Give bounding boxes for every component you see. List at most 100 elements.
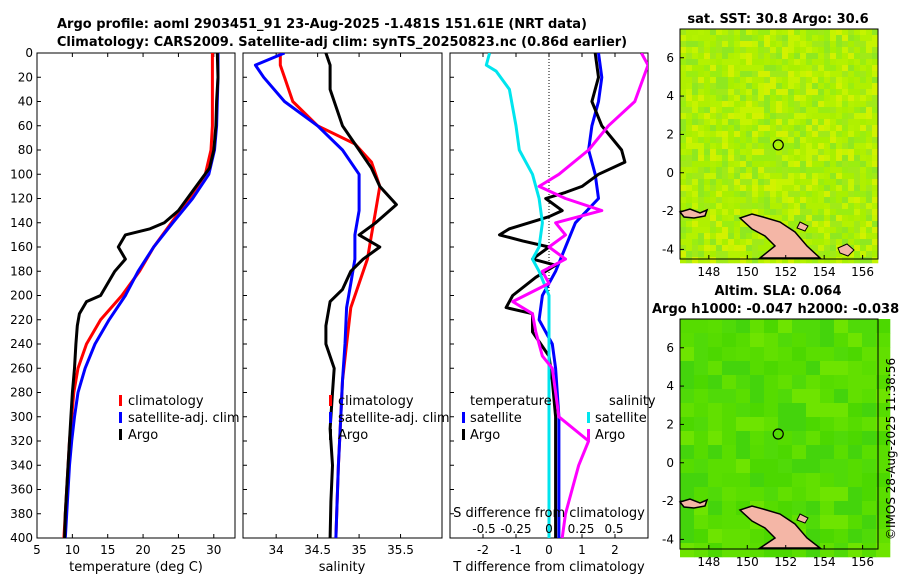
heatmap-cell (848, 543, 863, 558)
heatmap-cell (740, 191, 747, 198)
heatmap-cell (872, 35, 879, 42)
heatmap-cell (746, 125, 753, 132)
heatmap-cell (854, 149, 861, 156)
heatmap-cell (854, 173, 861, 180)
heatmap-cell (800, 197, 807, 204)
heatmap-cell (740, 167, 747, 174)
heatmap-cell (836, 227, 843, 234)
heatmap-cell (800, 131, 807, 138)
heatmap-cell (806, 319, 821, 334)
heatmap-cell (708, 543, 723, 558)
heatmap-cell (746, 65, 753, 72)
heatmap-cell (830, 101, 837, 108)
heatmap-cell (842, 173, 849, 180)
heatmap-cell (866, 41, 873, 48)
heatmap-cell (698, 221, 705, 228)
heatmap-cell (704, 89, 711, 96)
heatmap-cell (770, 197, 777, 204)
heatmap-cell (778, 389, 793, 404)
s-difference-label: S difference from climatology (453, 506, 645, 521)
heatmap-cell (806, 515, 821, 530)
salinity-panel: 34 34.5 35 35.5 salinity climatology satell… (242, 52, 450, 575)
heatmap-cell (716, 71, 723, 78)
heatmap-cell (848, 417, 863, 432)
temperature-panel: 0204060801001201401601802002202402602803… (10, 46, 240, 575)
heatmap-cell (764, 137, 771, 144)
heatmap-cell (778, 333, 793, 348)
x-tick-label: 0 (545, 543, 553, 557)
heatmap-cell (876, 515, 891, 530)
heatmap-cell (860, 113, 867, 120)
heatmap-cell (740, 65, 747, 72)
legend-swatch-climatology (329, 395, 332, 406)
heatmap-cell (872, 53, 879, 60)
heatmap-cell (866, 257, 873, 264)
heatmap-cell (788, 107, 795, 114)
heatmap-cell (704, 71, 711, 78)
heatmap-cell (876, 333, 891, 348)
heatmap-cell (776, 107, 783, 114)
heatmap-cell (872, 137, 879, 144)
heatmap-cell (806, 107, 813, 114)
legend-label-temp-satellite: satellite (470, 411, 522, 426)
heatmap-cell (740, 161, 747, 168)
heatmap-cell (704, 113, 711, 120)
heatmap-cell (818, 41, 825, 48)
heatmap-cell (818, 239, 825, 246)
heatmap-cell (818, 83, 825, 90)
heatmap-cell (812, 227, 819, 234)
heatmap-cell (710, 173, 717, 180)
sst-map-title: sat. SST: 30.8 Argo: 30.6 (687, 12, 868, 27)
heatmap-cell (866, 233, 873, 240)
land-islet (796, 221, 809, 232)
heatmap-cell (854, 161, 861, 168)
heatmap-cell (686, 83, 693, 90)
heatmap-cell (860, 143, 867, 150)
heatmap-cell (708, 333, 723, 348)
heatmap-cell (710, 95, 717, 102)
heatmap-cell (788, 41, 795, 48)
heatmap-cell (680, 41, 687, 48)
temperature-x-ticks: 5 10 15 20 25 30 (33, 53, 221, 557)
heatmap-cell (782, 149, 789, 156)
heatmap-cell (776, 53, 783, 60)
heatmap-cell (752, 107, 759, 114)
heatmap-cell (698, 191, 705, 198)
heatmap-cell (722, 149, 729, 156)
heatmap-cell (848, 101, 855, 108)
heatmap-cell (834, 459, 849, 474)
heatmap-cell (734, 77, 741, 84)
heatmap-cell (800, 59, 807, 66)
heatmap-cell (752, 251, 759, 258)
heatmap-cell (806, 191, 813, 198)
heatmap-cell (866, 137, 873, 144)
heatmap-cell (716, 155, 723, 162)
heatmap-cell (866, 59, 873, 66)
heatmap-cell (716, 191, 723, 198)
heatmap-cell (860, 197, 867, 204)
heatmap-cell (792, 333, 807, 348)
heatmap-cell (758, 239, 765, 246)
heatmap-cell (800, 161, 807, 168)
heatmap-cell (694, 333, 709, 348)
heatmap-cell (854, 95, 861, 102)
heatmap-cell (680, 417, 695, 432)
heatmap-cell (776, 101, 783, 108)
heatmap-cell (842, 59, 849, 66)
heatmap-cell (830, 209, 837, 216)
heatmap-cell (866, 83, 873, 90)
heatmap-cell (698, 137, 705, 144)
heatmap-cell (698, 239, 705, 246)
heatmap-cell (710, 203, 717, 210)
heatmap-cell (728, 185, 735, 192)
heatmap-cell (770, 179, 777, 186)
heatmap-cell (698, 197, 705, 204)
heatmap-cell (782, 65, 789, 72)
heatmap-cell (728, 59, 735, 66)
heatmap-cell (704, 53, 711, 60)
heatmap-cell (764, 155, 771, 162)
heatmap-cell (698, 203, 705, 210)
heatmap-cell (860, 89, 867, 96)
heatmap-cell (770, 83, 777, 90)
heatmap-cell (722, 227, 729, 234)
